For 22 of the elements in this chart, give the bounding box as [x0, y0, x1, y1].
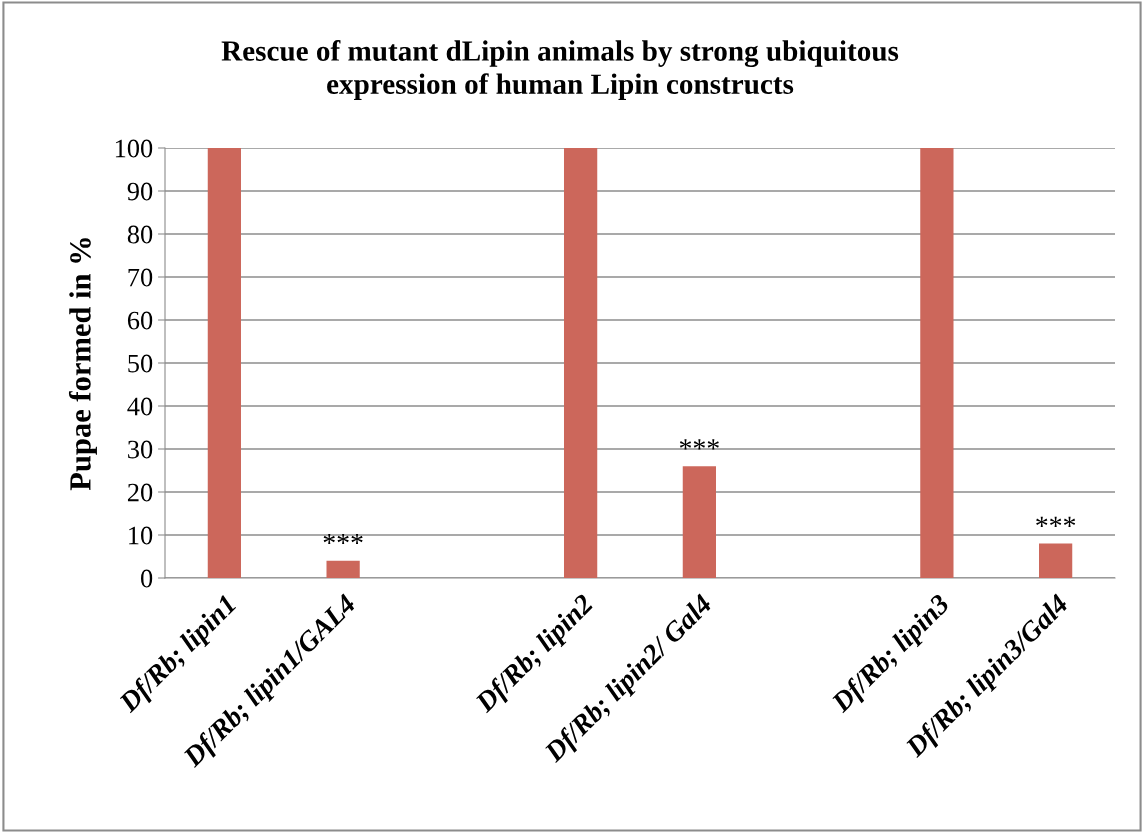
y-tick-label: 100 [115, 139, 153, 158]
y-tick-label: 0 [141, 569, 153, 588]
y-tick-label: 30 [128, 440, 153, 459]
y-tick-label: 70 [128, 268, 153, 287]
y-tick-label: 20 [127, 483, 153, 502]
y-tick-label: 60 [127, 311, 153, 330]
y-tick-label: 40 [127, 397, 153, 416]
y-axis-title: Pupae formed in % [68, 238, 97, 491]
annotation: *** [679, 439, 719, 450]
annotation: *** [1036, 516, 1076, 527]
chart-title: Rescue of mutant dLipin animals by strong ubiquitous expression of human Lipin constructs [221, 40, 899, 100]
y-tick-label: 10 [129, 526, 153, 545]
annotation: *** [323, 533, 363, 545]
bar [564, 148, 598, 578]
bar [1039, 543, 1073, 578]
y-tick-label: 90 [127, 182, 153, 201]
bar [682, 466, 716, 578]
bar [920, 148, 954, 578]
y-tick-label: 50 [128, 354, 153, 373]
y-tick-label: 80 [127, 225, 153, 244]
bar [326, 560, 360, 578]
bar [207, 148, 241, 578]
